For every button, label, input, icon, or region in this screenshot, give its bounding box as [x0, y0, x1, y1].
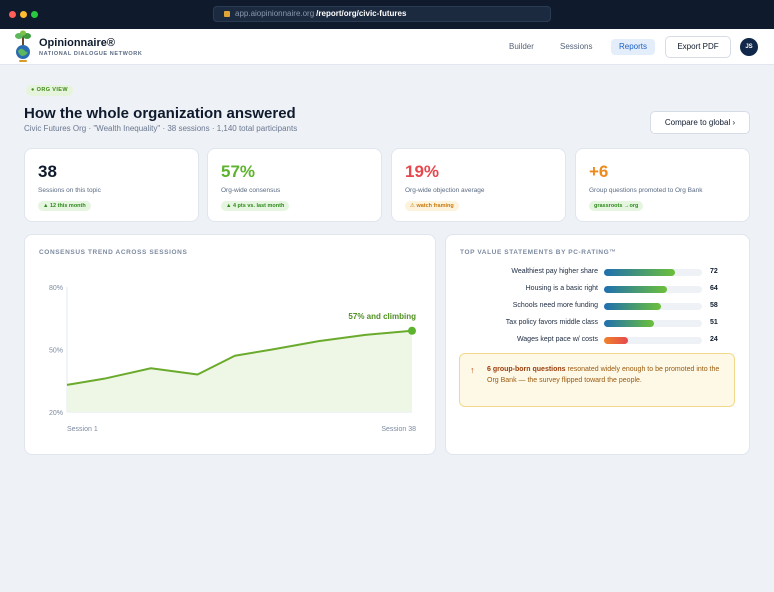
kpi-label: Group questions promoted to Org Bank [589, 187, 703, 194]
statement-label: Wages kept pace w/ costs [516, 336, 598, 343]
compare-to-global-button[interactable]: Compare to global › [650, 111, 750, 134]
statement-label: Schools need more funding [512, 302, 598, 309]
trend-line [66, 329, 413, 386]
statement-value: 64 [710, 285, 718, 292]
x-start-label: Session 1 [67, 426, 98, 433]
brand-name[interactable]: Opinionnaire® [39, 37, 115, 49]
trend-annotation: 57% and climbing [348, 312, 416, 321]
statements-title: TOP VALUE STATEMENTS BY PC-RATING™ [460, 249, 617, 256]
opinionnaire-logo-icon[interactable] [13, 30, 33, 63]
page-subtitle: Civic Futures Org · "Wealth Inequality" … [24, 124, 298, 133]
statement-value: 58 [710, 302, 718, 309]
trend-endpoint[interactable] [408, 326, 416, 335]
statement-label: Tax policy favors middle class [505, 319, 598, 326]
statement-bar-fill [604, 286, 667, 293]
maximize-window-button[interactable] [31, 11, 38, 18]
org-view-pill: ● ORG VIEW [26, 85, 73, 96]
consensus-trend-chart: 80% 50% 20% 57% and climbing Session 1 Sessio… [49, 285, 416, 433]
kpi-label: Sessions on this topic [38, 187, 101, 194]
statement-bar-track [604, 286, 702, 293]
y-tick-label: 50% [49, 348, 63, 355]
minimize-window-button[interactable] [20, 11, 27, 18]
kpi-label: Org-wide objection average [405, 187, 485, 194]
consensus-trend-panel: CONSENSUS TREND ACROSS SESSIONS 80% 50% 20… [24, 234, 436, 455]
trend-area [67, 330, 412, 412]
statement-label: Wealthiest pay higher share [511, 268, 598, 275]
address-bar[interactable]: app.aiopinionnaire.org/report/org/civic-… [213, 6, 551, 22]
statement-bar-fill [604, 337, 628, 344]
callout-text: 6 group-born questions resonated widely … [487, 364, 727, 386]
close-window-button[interactable] [9, 11, 16, 18]
arrow-up-icon: ↑ [470, 365, 475, 375]
export-pdf-button[interactable]: Export PDF [665, 36, 731, 58]
kpi-value: +6 [589, 162, 609, 181]
url-path: /report/org/civic-futures [316, 9, 407, 18]
callout-bold: 6 group-born questions [487, 366, 566, 373]
statement-bar-track [604, 320, 702, 327]
promotion-callout: ↑ 6 group-born questions resonated widel… [459, 353, 735, 407]
kpi-label: Org-wide consensus [221, 187, 281, 194]
url-domain: app.aiopinionnaire.org [235, 9, 315, 18]
statement-label: Housing is a basic right [525, 285, 598, 292]
brand-tagline: NATIONAL DIALOGUE NETWORK [39, 51, 143, 57]
kpi-card-consensus: 57% Org-wide consensus ▲ 4 pts vs. last … [207, 148, 382, 222]
user-avatar[interactable]: JS [740, 38, 758, 56]
kpi-card-promoted: +6 Group questions promoted to Org Bank … [575, 148, 750, 222]
statement-bar-track [604, 269, 702, 276]
lock-icon [224, 11, 230, 17]
kpi-value: 38 [38, 162, 57, 181]
kpi-badge: ▲ 4 pts vs. last month [221, 201, 290, 211]
statement-bar-track [604, 303, 702, 310]
y-tick-label: 80% [49, 285, 63, 292]
statement-bar-fill [604, 320, 654, 327]
nav-sessions[interactable]: Sessions [560, 42, 593, 51]
kpi-badge: ⚠ watch framing [405, 201, 459, 211]
kpi-badge: ▲ 12 this month [38, 201, 91, 211]
statement-bar-fill [604, 303, 661, 310]
kpi-badge: grassroots →org [589, 201, 644, 211]
callout-body: resonated widely enough to be promoted i… [487, 366, 720, 384]
kpi-card-objection: 19% Org-wide objection average ⚠ watch f… [391, 148, 566, 222]
browser-chrome: app.aiopinionnaire.org/report/org/civic-… [0, 0, 774, 29]
statement-bar-track [604, 337, 702, 344]
trend-title: CONSENSUS TREND ACROSS SESSIONS [39, 249, 188, 256]
statement-value: 72 [710, 268, 718, 275]
app-header: Opinionnaire® NATIONAL DIALOGUE NETWORK … [0, 29, 774, 65]
statement-value: 51 [710, 319, 718, 326]
x-end-label: Session 38 [381, 426, 416, 433]
statement-bar-fill [604, 269, 675, 276]
kpi-value: 19% [405, 162, 440, 181]
value-statements-panel: TOP VALUE STATEMENTS BY PC-RATING™ Wealt… [445, 234, 750, 455]
nav-reports[interactable]: Reports [611, 39, 656, 55]
kpi-value: 57% [221, 162, 256, 181]
page-title: How the whole organization answered [24, 105, 296, 122]
y-tick-label: 20% [49, 410, 63, 417]
nav-builder[interactable]: Builder [509, 42, 534, 51]
kpi-card-sessions: 38 Sessions on this topic ▲ 12 this mont… [24, 148, 199, 222]
statement-value: 24 [710, 336, 718, 343]
